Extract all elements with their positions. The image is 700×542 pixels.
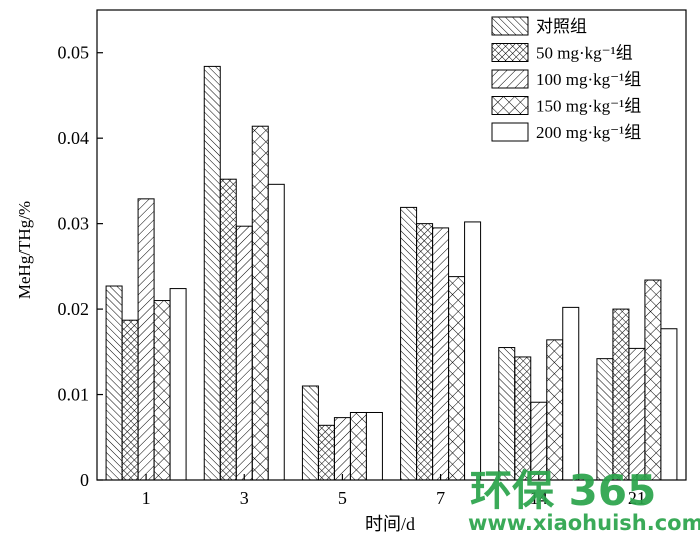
x-tick-label: 1 — [142, 488, 151, 508]
y-tick-label: 0.02 — [58, 299, 90, 319]
legend-swatch-3 — [491, 69, 529, 89]
legend: 对照组 50 mg·kg⁻¹组 100 mg·kg⁻¹组 150 mg·kg⁻¹组 20… — [491, 16, 641, 142]
bar-day1-series4 — [153, 300, 171, 481]
bar-day7-series3 — [432, 227, 450, 481]
legend-swatch-1 — [491, 16, 529, 36]
bar-day3-series2 — [219, 178, 237, 481]
bar-day14-series1 — [498, 347, 516, 481]
x-tick-label: 5 — [338, 488, 347, 508]
x-tick-label: 7 — [436, 488, 445, 508]
bar-day7-series4 — [448, 276, 466, 481]
bars-layer — [105, 65, 678, 481]
x-axis-title: 时间/d — [365, 514, 415, 534]
x-tick-label: 14 — [530, 488, 548, 508]
bar-day7-series1 — [400, 206, 418, 481]
legend-label-5: 200 mg·kg⁻¹组 — [536, 123, 641, 142]
y-tick-label: 0.03 — [58, 214, 90, 234]
legend-label-4: 150 mg·kg⁻¹组 — [536, 97, 641, 116]
bar-day1-series3 — [137, 198, 155, 481]
bar-day3-series4 — [251, 125, 269, 481]
bar-day21-series2 — [612, 308, 630, 481]
bar-day1-series2 — [121, 319, 139, 481]
bar-day21-series4 — [644, 279, 662, 481]
legend-swatch-5 — [491, 122, 529, 142]
watermark-url: www.xiaohuish.com — [468, 511, 700, 535]
bar-day3-series1 — [203, 65, 221, 481]
y-tick-label: 0.04 — [58, 128, 90, 148]
y-tick-label: 0 — [80, 470, 89, 490]
bar-day21-series1 — [596, 358, 614, 481]
bar-day5-series3 — [333, 417, 351, 481]
legend-label-3: 100 mg·kg⁻¹组 — [536, 70, 641, 89]
bar-day21-series5 — [660, 328, 678, 481]
x-tick-label: 21 — [628, 488, 646, 508]
legend-label-2: 50 mg·kg⁻¹组 — [536, 44, 633, 63]
bar-day1-series1 — [105, 285, 123, 481]
y-tick-label: 0.05 — [58, 43, 90, 63]
bar-day7-series5 — [464, 221, 482, 481]
x-tick-label: 3 — [240, 488, 249, 508]
legend-label-1: 对照组 — [536, 17, 587, 36]
bar-day5-series2 — [317, 424, 335, 481]
bar-day5-series4 — [349, 411, 367, 481]
bar-day5-series5 — [365, 411, 383, 481]
bar-day5-series1 — [301, 385, 319, 481]
watermark-logo-text: 环保 365 — [470, 466, 656, 515]
bar-day1-series5 — [169, 288, 187, 481]
legend-swatch-4 — [491, 96, 529, 115]
bar-day21-series3 — [628, 347, 646, 481]
y-axis-title: MeHg/THg/% — [15, 201, 34, 299]
bar-day7-series2 — [416, 223, 434, 481]
legend-swatch-2 — [491, 43, 529, 62]
bar-day14-series4 — [546, 339, 564, 481]
bar-day3-series3 — [235, 225, 253, 481]
bar-day14-series2 — [514, 356, 532, 481]
watermark-logo: 环保 365 www.xiaohuish.com — [468, 466, 700, 535]
plot-frame — [96, 9, 687, 481]
y-tick-label: 0.01 — [58, 385, 90, 405]
bar-day14-series5 — [562, 306, 580, 481]
bar-day3-series5 — [267, 183, 285, 481]
axes-layer: 0 0.01 0.02 0.03 0.04 0.05 1 3 5 7 14 21 — [58, 9, 687, 508]
